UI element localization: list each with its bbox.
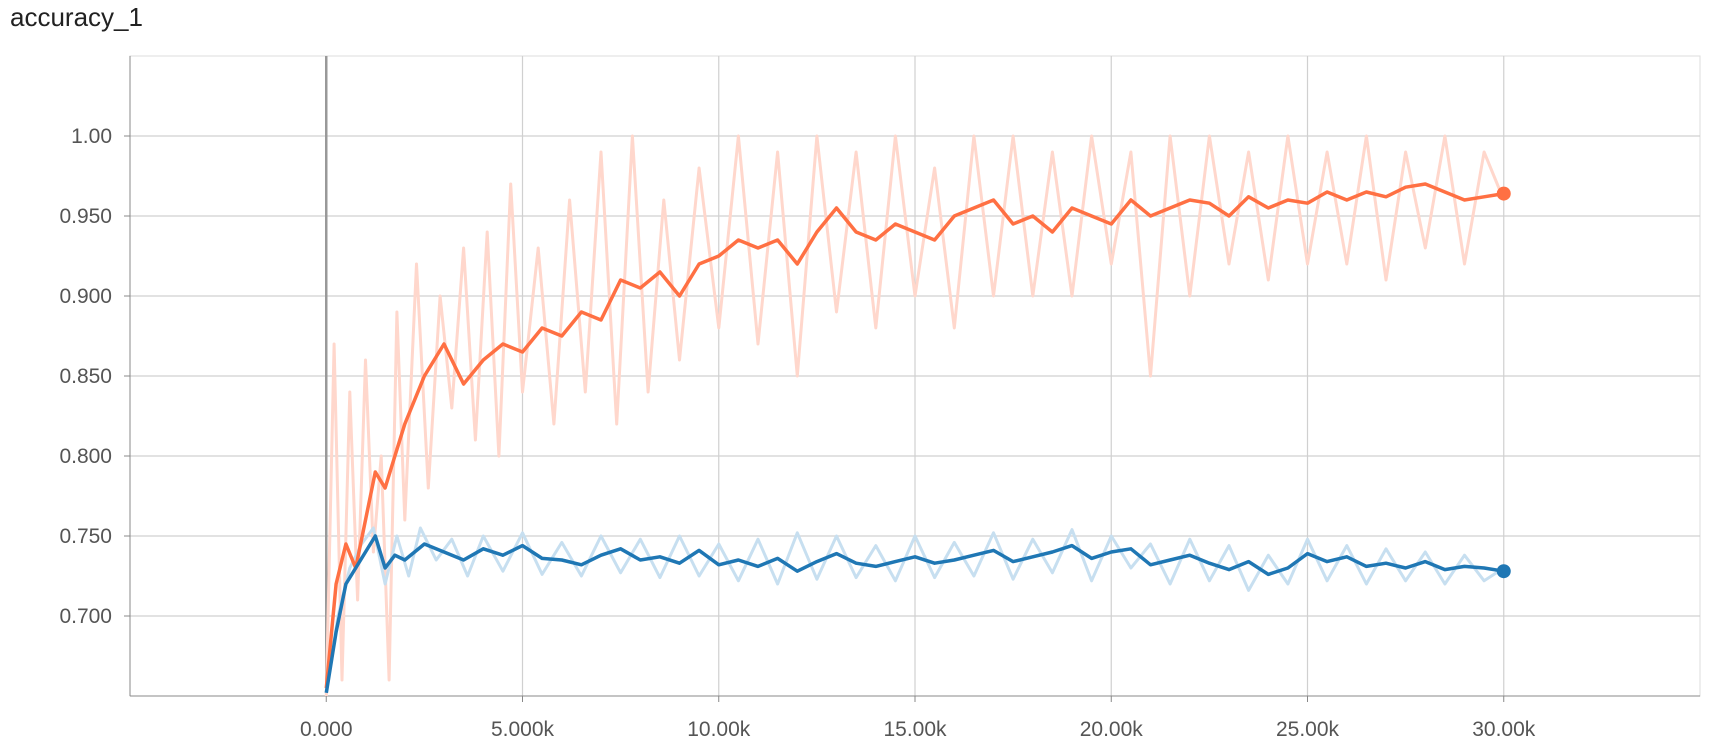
x-tick-label: 20.00k bbox=[1080, 718, 1144, 741]
x-tick-label: 10.00k bbox=[687, 718, 751, 741]
series-1-end-point bbox=[1496, 186, 1511, 201]
tick-labels: 0.700 0.750 0.800 0.850 0.900 0.950 1.00 0.000 5… bbox=[59, 125, 1535, 741]
series-2-raw-line bbox=[324, 526, 1505, 694]
x-tick-label: 25.00k bbox=[1276, 718, 1340, 741]
x-tick-label: 5.000k bbox=[491, 718, 555, 741]
series-2-smoothed-line bbox=[324, 534, 1505, 694]
y-tick-label: 0.950 bbox=[59, 205, 112, 228]
series-2-end-point bbox=[1496, 564, 1511, 579]
axes bbox=[124, 56, 1700, 702]
y-tick-label: 0.700 bbox=[59, 605, 112, 628]
chart-title: accuracy_1 bbox=[10, 2, 143, 32]
series-lines bbox=[324, 134, 1511, 697]
y-tick-label: 0.900 bbox=[59, 285, 112, 308]
series-1-raw-line bbox=[324, 134, 1506, 697]
y-tick-label: 0.750 bbox=[59, 525, 112, 548]
y-tick-label: 1.00 bbox=[71, 125, 112, 148]
x-tick-label: 15.00k bbox=[883, 718, 947, 741]
x-tick-label: 30.00k bbox=[1472, 718, 1536, 741]
x-tick-label: 0.000 bbox=[300, 718, 353, 741]
y-tick-label: 0.850 bbox=[59, 365, 112, 388]
y-tick-label: 0.800 bbox=[59, 445, 112, 468]
series-1-smoothed-line bbox=[324, 182, 1505, 689]
